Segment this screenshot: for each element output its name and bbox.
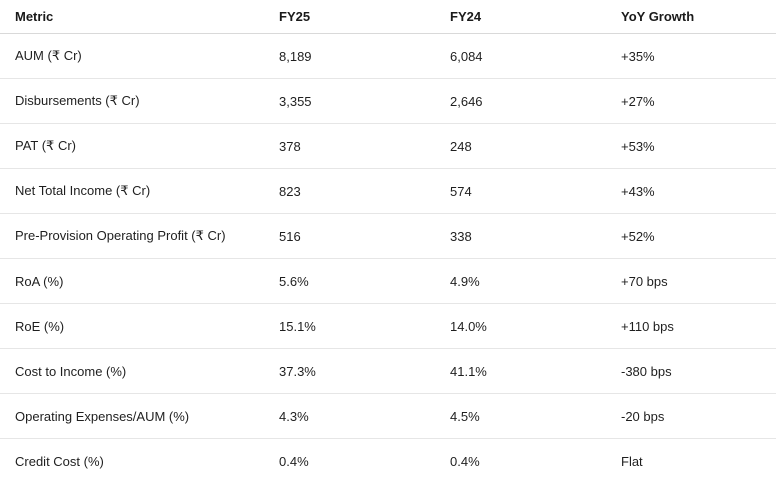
fy24-cell: 2,646	[450, 93, 483, 109]
fy24-cell: 248	[450, 138, 472, 154]
growth-cell: -380 bps	[621, 363, 672, 379]
metric-cell: RoE (%)	[15, 318, 65, 334]
table-row: Disbursements (₹ Cr) 3,355 2,646 +27%	[0, 79, 776, 124]
fy24-cell: 4.9%	[450, 273, 480, 289]
fy25-cell: 37.3%	[279, 363, 316, 379]
header-fy25: FY25	[279, 9, 311, 24]
fy25-cell: 516	[279, 228, 301, 244]
metric-cell: PAT (₹ Cr)	[15, 138, 76, 153]
header-fy24: FY24	[450, 9, 482, 24]
growth-cell: +52%	[621, 228, 655, 244]
metric-cell: RoA (%)	[15, 273, 64, 289]
header-metric: Metric	[15, 9, 54, 24]
fy25-cell: 5.6%	[279, 273, 309, 289]
table-row: RoE (%) 15.1% 14.0% +110 bps	[0, 304, 776, 349]
table-row: Credit Cost (%) 0.4% 0.4% Flat	[0, 439, 776, 484]
fy25-cell: 3,355	[279, 93, 312, 109]
table-header-row: Metric FY25 FY24 YoY Growth	[0, 0, 776, 34]
table-row: RoA (%) 5.6% 4.9% +70 bps	[0, 259, 776, 304]
metric-cell: Credit Cost (%)	[15, 454, 104, 469]
metric-cell: Cost to Income (%)	[15, 363, 127, 379]
fy24-cell: 574	[450, 183, 472, 199]
growth-cell: +35%	[621, 48, 655, 64]
fy25-cell: 0.4%	[279, 454, 309, 469]
growth-cell: +43%	[621, 183, 655, 199]
fy25-cell: 15.1%	[279, 318, 316, 334]
table-row: Operating Expenses/AUM (%) 4.3% 4.5% -20…	[0, 394, 776, 439]
table-row: Net Total Income (₹ Cr) 823 574 +43%	[0, 169, 776, 214]
metric-cell: Operating Expenses/AUM (%)	[15, 408, 190, 424]
growth-cell: +53%	[621, 138, 655, 154]
fy24-cell: 4.5%	[450, 408, 480, 424]
fy24-cell: 338	[450, 228, 472, 244]
growth-cell: +27%	[621, 93, 655, 109]
table-row: Pre-Provision Operating Profit (₹ Cr) 51…	[0, 214, 776, 259]
metric-cell: Disbursements (₹ Cr)	[15, 93, 140, 108]
table-row: PAT (₹ Cr) 378 248 +53%	[0, 124, 776, 169]
table-row: Cost to Income (%) 37.3% 41.1% -380 bps	[0, 349, 776, 394]
fy24-cell: 6,084	[450, 48, 483, 64]
metric-cell: AUM (₹ Cr)	[15, 48, 82, 63]
fy24-cell: 14.0%	[450, 318, 487, 334]
metric-cell: Net Total Income (₹ Cr)	[15, 183, 151, 198]
growth-cell: +70 bps	[621, 273, 668, 289]
growth-cell: +110 bps	[621, 318, 674, 334]
header-yoy-growth: YoY Growth	[621, 9, 695, 24]
fy24-cell: 0.4%	[450, 454, 480, 469]
fy24-cell: 41.1%	[450, 363, 487, 379]
growth-cell: -20 bps	[621, 408, 665, 424]
metric-cell: Pre-Provision Operating Profit (₹ Cr)	[15, 228, 226, 243]
growth-cell: Flat	[621, 454, 643, 469]
table-row: AUM (₹ Cr) 8,189 6,084 +35%	[0, 34, 776, 79]
fy25-cell: 8,189	[279, 48, 312, 64]
fy25-cell: 4.3%	[279, 408, 309, 424]
fy25-cell: 378	[279, 138, 301, 154]
fy25-cell: 823	[279, 183, 301, 199]
